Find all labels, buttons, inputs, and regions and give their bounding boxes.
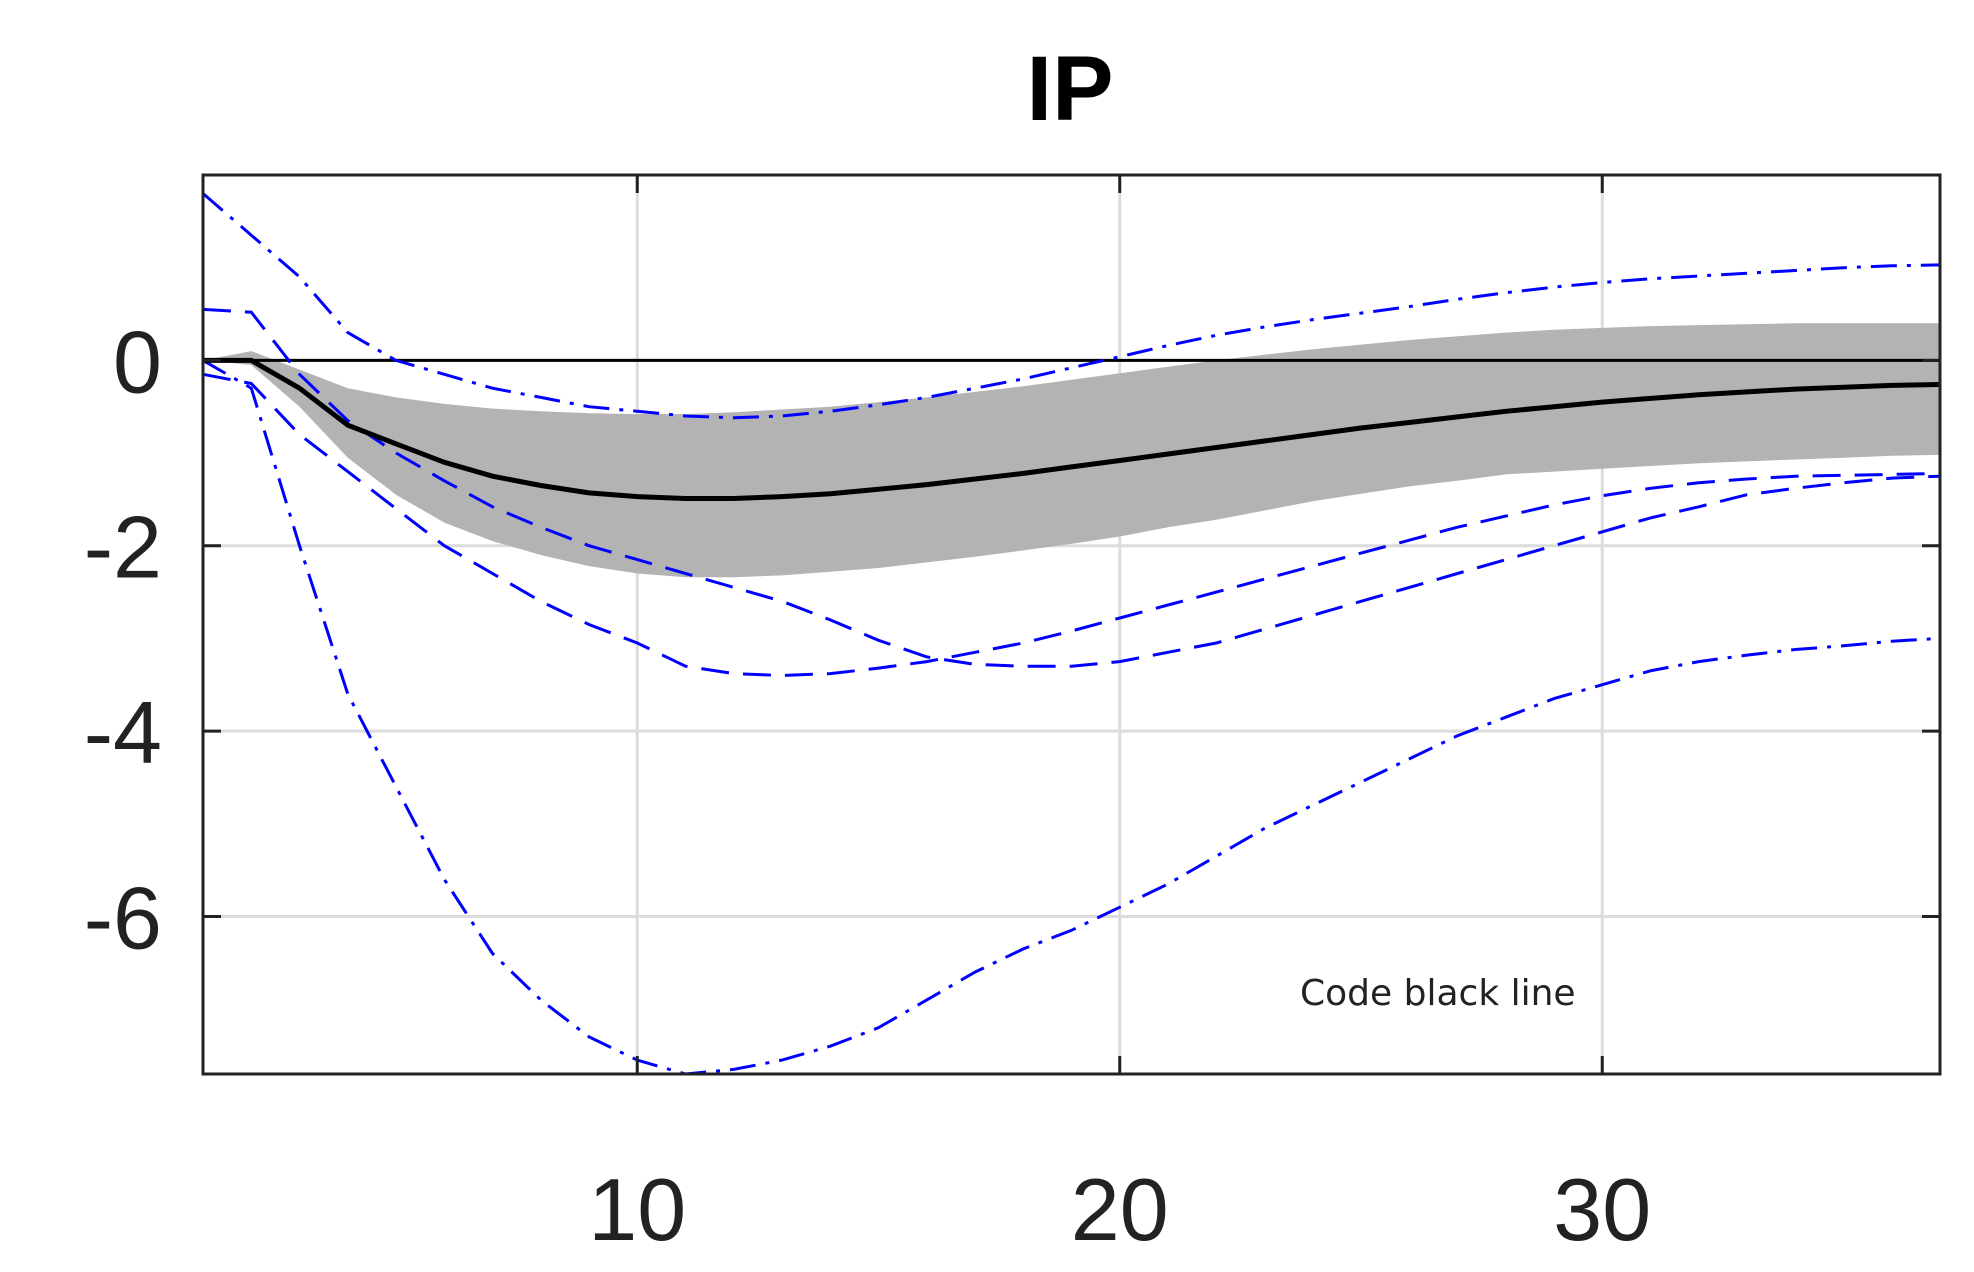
- y-tick-label: -6: [84, 868, 162, 967]
- x-tick-label: 30: [1553, 1160, 1651, 1259]
- dashed-lower-bound: [202, 372, 1941, 678]
- grid-lines: [203, 175, 1940, 1074]
- plot-frame: [201, 173, 1942, 1076]
- y-tick-label: -2: [84, 498, 162, 597]
- x-tick-labels: 10 20 30: [588, 1160, 1651, 1259]
- y-tick-labels: 0 -2 -4 -6: [84, 312, 162, 967]
- y-tick-label: 0: [113, 312, 162, 411]
- chart-annotation: Code black line: [1300, 973, 1576, 1014]
- confidence-band: [203, 323, 1940, 578]
- dashdot-lower-bound: [202, 359, 1941, 1076]
- series-lines: [202, 192, 1941, 1076]
- x-tick-label: 20: [1071, 1160, 1169, 1259]
- y-tick-label: -4: [84, 683, 162, 782]
- tick-marks: [203, 175, 1940, 1074]
- chart-title: IP: [1027, 38, 1114, 140]
- dashdot-upper-bound: [202, 192, 1941, 420]
- dashed-upper-bound: [202, 307, 1941, 668]
- median-line: [203, 357, 1941, 501]
- x-tick-label: 10: [588, 1160, 686, 1259]
